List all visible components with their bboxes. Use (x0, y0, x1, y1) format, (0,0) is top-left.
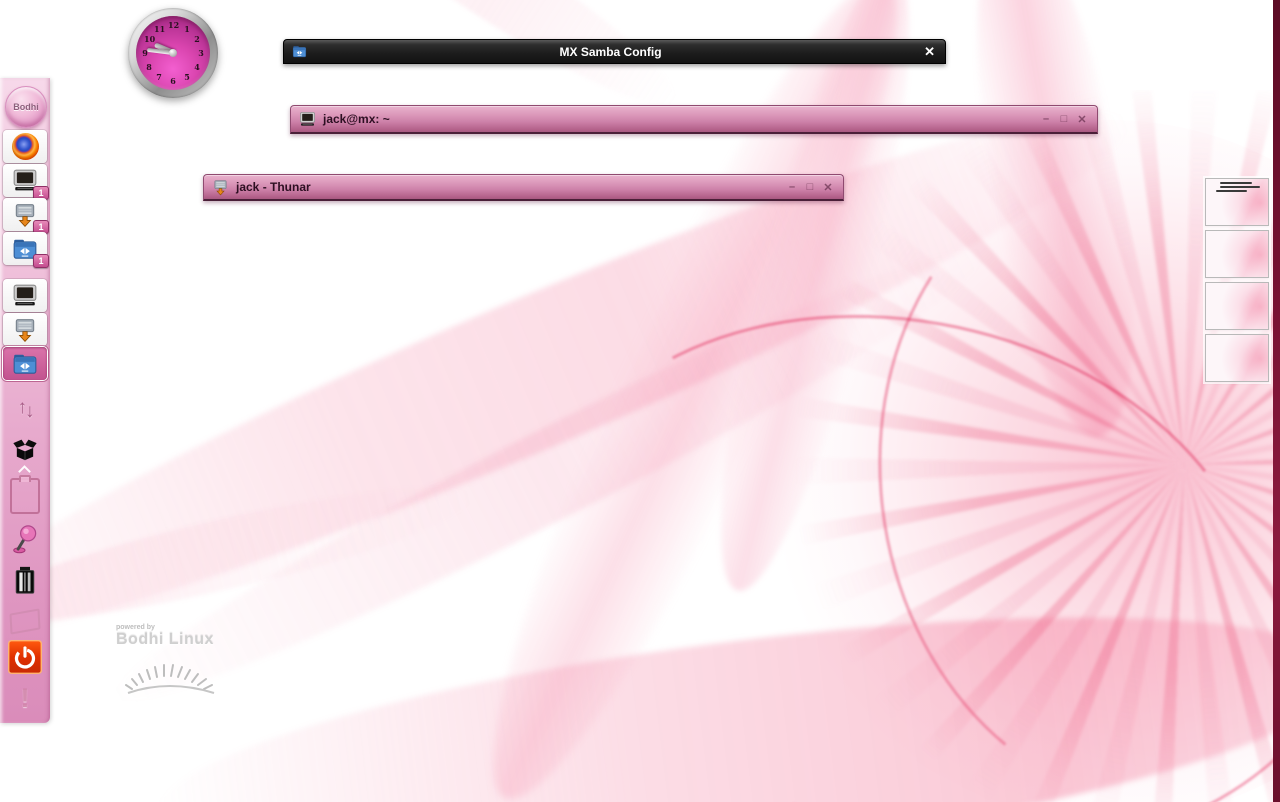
clock-center-cap (169, 49, 177, 57)
transfer-arrows-icon: ↑↓ (17, 397, 35, 422)
workspace-preview (1206, 231, 1268, 277)
firefox-icon (11, 133, 39, 160)
clock-numeral: 7 (156, 72, 162, 82)
pager-window-marker (1216, 190, 1247, 192)
clock-numeral: 2 (194, 34, 200, 44)
terminal-icon (299, 111, 316, 128)
maximize-button[interactable]: □ (806, 181, 814, 193)
dock-tool-battery[interactable] (0, 560, 50, 600)
window-count-badge: 1 (33, 254, 49, 268)
clock-numeral: 1 (184, 24, 190, 34)
clock-numeral: 10 (144, 34, 156, 44)
window-title: MX Samba Config (559, 44, 662, 59)
dock-item-samba-folder-selected[interactable] (3, 347, 47, 380)
maximize-button[interactable]: □ (1060, 113, 1068, 125)
dock-item-network-share[interactable]: 1 (3, 198, 49, 234)
dock-item-firefox[interactable] (3, 130, 47, 163)
flag-icon (9, 607, 41, 635)
close-button[interactable]: ✕ (1077, 113, 1087, 126)
dock-item-samba-folder[interactable]: 1 (3, 232, 49, 268)
window-thunar-titlebar[interactable]: jack - Thunar – □ ✕ (203, 174, 844, 201)
watermark-powered-by: powered by (116, 624, 155, 631)
clock-numeral: 3 (198, 48, 204, 58)
workspace-thumbnail-4[interactable] (1205, 334, 1269, 382)
lotus-rays-icon (125, 664, 215, 694)
clock-numeral: 12 (168, 20, 180, 30)
bodhi-menu-button[interactable]: Bodhi (5, 86, 47, 128)
minimize-button[interactable]: – (788, 181, 796, 193)
window-title: jack - Thunar (236, 180, 311, 194)
dock-tool-microphone[interactable] (0, 520, 50, 558)
watermark-os-name: Bodhi Linux (116, 631, 214, 648)
battery-icon (10, 563, 40, 597)
window-terminal-titlebar[interactable]: jack@mx: ~ – □ ✕ (290, 105, 1098, 134)
workspace-thumbnail-3[interactable] (1205, 282, 1269, 330)
samba-folder-icon (12, 351, 38, 377)
pager-window-marker (1220, 186, 1260, 188)
bodhi-menu-label: Bodhi (13, 102, 39, 112)
dock-item-network-share-2[interactable] (3, 313, 47, 346)
exclamation-icon: ! (20, 682, 30, 713)
dock-item-terminal[interactable]: 1 (3, 164, 49, 200)
workspace-thumbnail-1[interactable] (1205, 178, 1269, 226)
clock-numeral: 6 (170, 76, 176, 86)
branding-watermark: powered by Bodhi Linux (116, 624, 246, 700)
workspace-preview (1206, 335, 1268, 381)
workspace-preview (1206, 283, 1268, 329)
clock-numeral: 5 (184, 72, 190, 82)
network-share-icon (212, 179, 229, 196)
clock-numeral: 8 (146, 62, 152, 72)
clock-numeral: 4 (194, 62, 200, 72)
workspace-pager (1205, 178, 1269, 386)
window-title: jack@mx: ~ (323, 112, 390, 126)
clipboard-clip (19, 475, 31, 482)
network-share-icon (12, 317, 38, 343)
close-button[interactable]: ✕ (823, 181, 833, 194)
dock-tool-power[interactable] (0, 638, 50, 676)
clock-face: 12 1 2 3 4 5 6 7 8 9 10 11 (136, 16, 210, 90)
clipboard-icon (10, 465, 40, 514)
dock-panel: Bodhi 1 1 1 ↑↓ (0, 78, 50, 723)
minimize-button[interactable]: – (1042, 113, 1050, 125)
samba-folder-icon (292, 44, 307, 59)
dock-tool-alert[interactable]: ! (0, 680, 50, 716)
wallpaper-rays (790, 90, 1280, 802)
dock-tool-clipboard[interactable] (0, 465, 50, 518)
microphone-icon (10, 524, 40, 554)
dock-item-terminal-2[interactable] (3, 279, 47, 312)
power-icon (8, 640, 42, 674)
terminal-icon (12, 283, 38, 309)
window-mx-samba-config-titlebar[interactable]: MX Samba Config ✕ (283, 39, 946, 64)
clock-numeral: 11 (154, 24, 166, 34)
clock-numeral: 9 (142, 48, 148, 58)
package-box-icon (11, 435, 39, 463)
close-button[interactable]: ✕ (924, 43, 935, 59)
wallpaper-edge-stripe (1273, 0, 1280, 802)
workspace-thumbnail-2[interactable] (1205, 230, 1269, 278)
dock-tool-flag[interactable] (0, 604, 50, 638)
pager-window-marker (1220, 182, 1252, 184)
clock-gadget: 12 1 2 3 4 5 6 7 8 9 10 11 (128, 8, 218, 98)
dock-tool-transfer[interactable]: ↑↓ (0, 390, 50, 426)
dock-tool-package[interactable] (0, 430, 50, 468)
